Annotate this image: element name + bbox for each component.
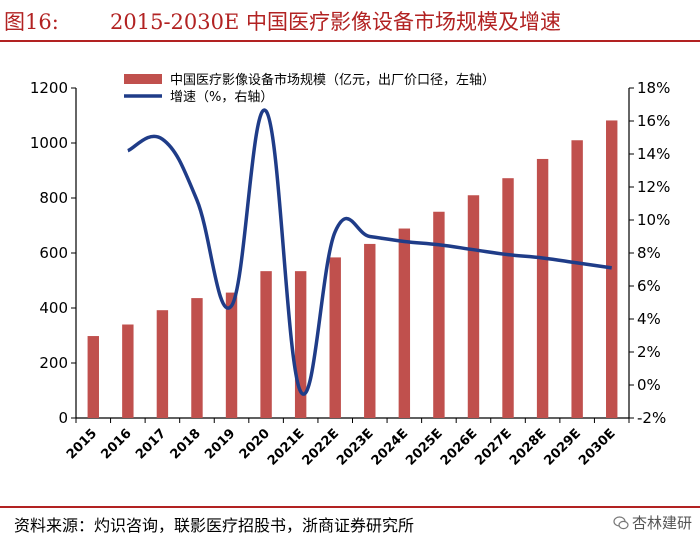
x-tick-label: 2026E — [438, 426, 480, 468]
right-tick-label: 6% — [637, 277, 661, 295]
x-tick-label: 2029E — [542, 426, 584, 468]
x-tick-label: 2025E — [403, 426, 445, 468]
right-tick-label: 2% — [637, 343, 661, 361]
bar — [571, 140, 583, 418]
x-tick-label: 2028E — [507, 426, 549, 468]
watermark: 杏林建研 — [613, 512, 692, 533]
bar — [191, 298, 203, 418]
right-tick-label: 10% — [637, 211, 670, 229]
bar — [364, 243, 376, 418]
chart: 0 200 400 600 800 1000 1200 -2% 0% 2% 4% 6% 8% 10% 12%… — [30, 72, 671, 469]
left-tick-label: 800 — [39, 189, 68, 207]
left-tick-label: 1200 — [30, 79, 68, 97]
title-divider — [0, 40, 700, 42]
bar — [156, 310, 169, 418]
page-title: 2015-2030E 中国医疗影像设备市场规模及增速 — [110, 10, 561, 34]
x-tick-label: 2015 — [64, 426, 100, 462]
right-tick-label: 14% — [637, 145, 670, 163]
legend-label-line: 增速（%，右轴） — [170, 90, 273, 105]
wechat-icon — [613, 516, 629, 530]
x-tick-label: 2021E — [265, 426, 307, 468]
right-tick-label: 16% — [637, 112, 670, 130]
bar — [87, 336, 99, 418]
footer-divider — [0, 506, 700, 508]
right-tick-label: 4% — [637, 310, 661, 328]
bar — [536, 158, 549, 418]
bar — [502, 178, 514, 418]
bar — [225, 292, 238, 418]
x-tick-label: 2022E — [300, 426, 342, 468]
bar — [433, 211, 445, 418]
bar — [260, 271, 272, 418]
bar — [294, 271, 307, 418]
left-tick-label: 0 — [58, 409, 68, 427]
left-tick-label: 200 — [39, 354, 68, 372]
figure-label: 图16: — [4, 10, 59, 34]
bar — [467, 195, 480, 418]
x-tick-label: 2016 — [98, 426, 134, 462]
right-tick-label: -2% — [637, 409, 666, 427]
right-tick-label: 12% — [637, 178, 670, 196]
bar — [122, 324, 134, 418]
right-tick-label: 0% — [637, 376, 661, 394]
bar — [606, 120, 618, 418]
growth-line — [127, 108, 612, 396]
right-tick-label: 18% — [637, 79, 670, 97]
x-tick-label: 2019 — [202, 426, 238, 462]
x-tick-label: 2018 — [168, 426, 204, 462]
left-tick-label: 600 — [39, 244, 68, 262]
bar — [329, 257, 341, 418]
legend-label-bar: 中国医疗影像设备市场规模（亿元，出厂价口径，左轴） — [170, 72, 495, 88]
legend-swatch-bar — [124, 74, 162, 84]
bar — [398, 228, 411, 418]
x-tick-label: 2017 — [133, 426, 169, 462]
watermark-text: 杏林建研 — [631, 514, 692, 532]
right-tick-label: 8% — [637, 244, 661, 262]
x-tick-label: 2024E — [369, 426, 411, 468]
source-note: 资料来源：灼识咨询，联影医疗招股书，浙商证券研究所 — [14, 516, 415, 535]
page-header: 图16: 2015-2030E 中国医疗影像设备市场规模及增速 — [0, 0, 700, 44]
x-tick-label: 2030E — [576, 426, 618, 468]
left-tick-label: 1000 — [30, 134, 68, 152]
left-tick-label: 400 — [39, 299, 68, 317]
x-tick-label: 2027E — [472, 426, 514, 468]
x-tick-label: 2023E — [334, 426, 376, 468]
